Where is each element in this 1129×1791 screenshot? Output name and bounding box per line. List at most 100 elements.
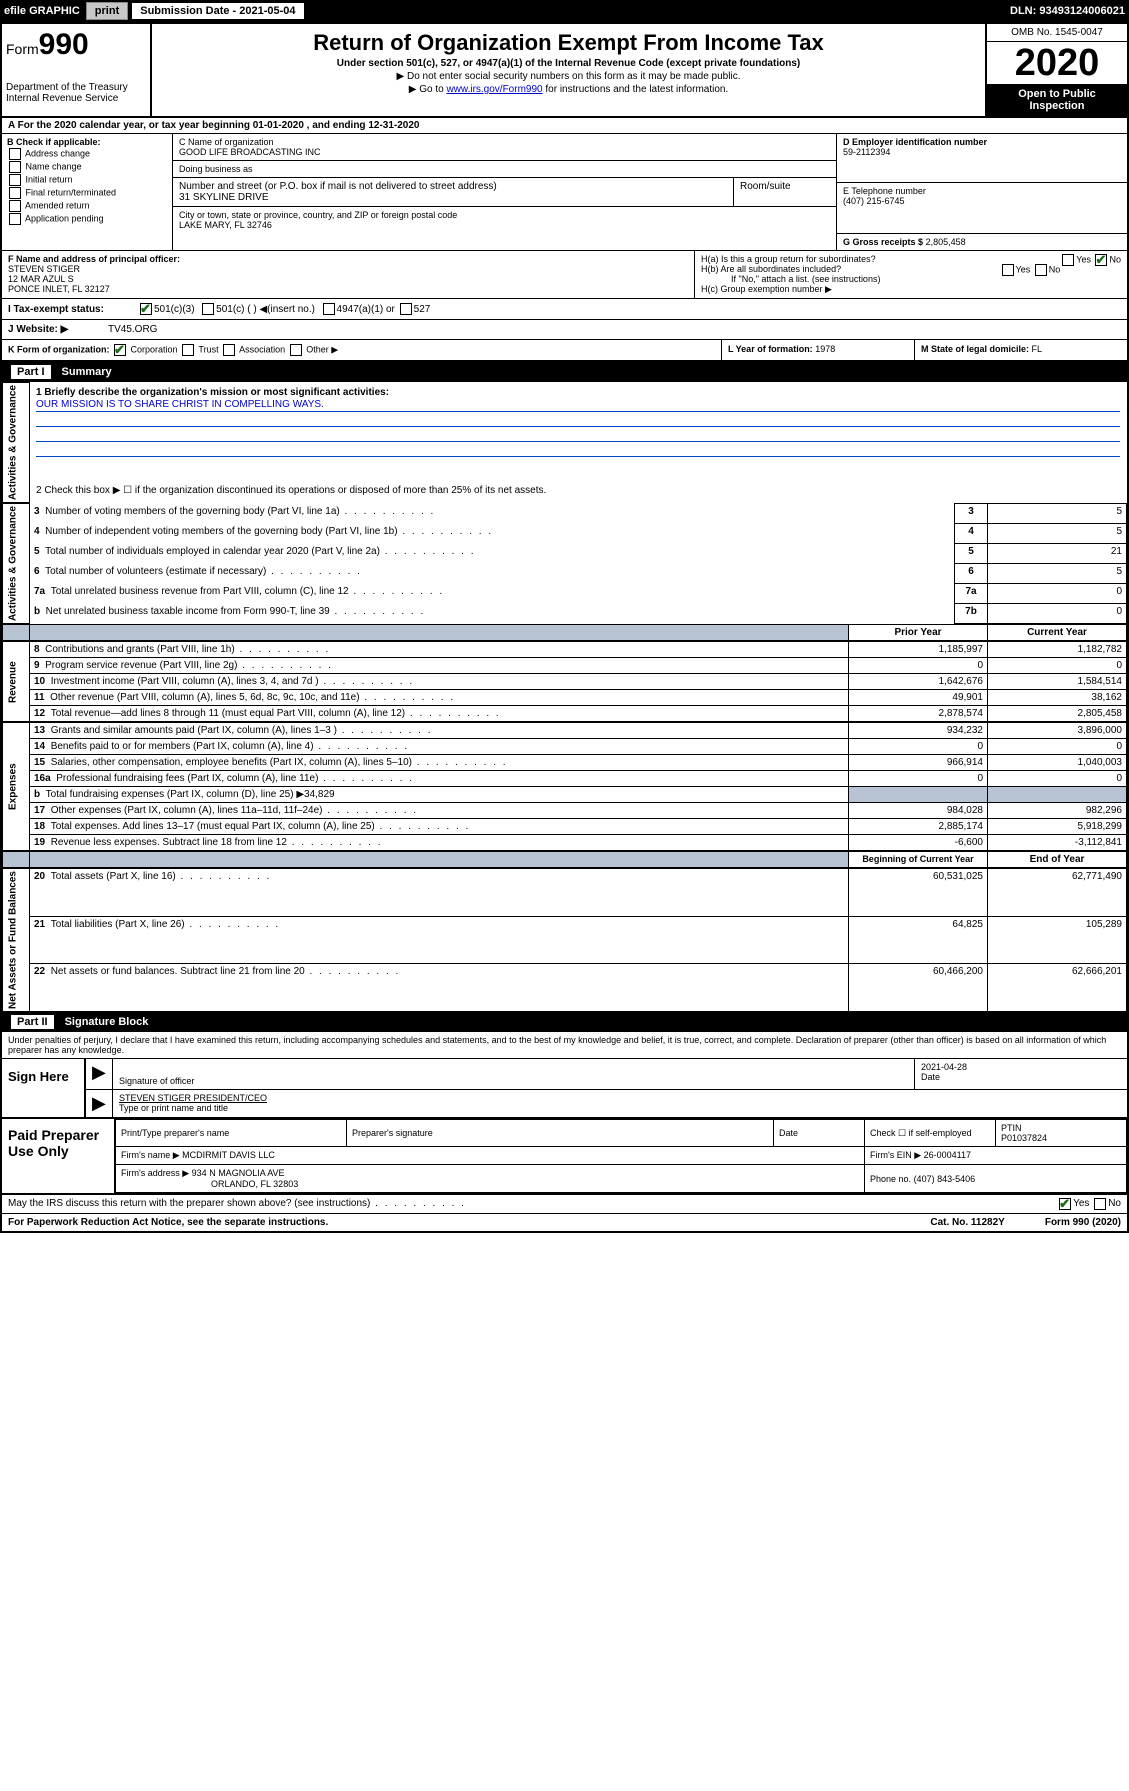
- section-bcd: B Check if applicable: Address change Na…: [2, 134, 1127, 251]
- form-prefix: Form: [6, 41, 39, 57]
- sig-arrow-icon: ▶: [86, 1059, 113, 1089]
- side-expenses: Expenses: [3, 723, 30, 851]
- part2-tag: Part II: [10, 1014, 55, 1030]
- 4947-checkbox[interactable]: [323, 303, 335, 315]
- submission-date: Submission Date - 2021-05-04: [132, 3, 303, 19]
- officer-addr1: 12 MAR AZUL S: [8, 274, 688, 284]
- row-j: J Website: ▶ TV45.ORG: [2, 320, 1127, 340]
- sig-date-label: Date: [921, 1072, 1121, 1082]
- trust-checkbox[interactable]: [182, 344, 194, 356]
- col-prior-year: Prior Year: [849, 625, 988, 641]
- discuss-no-checkbox[interactable]: [1094, 1198, 1106, 1210]
- col-c: C Name of organization GOOD LIFE BROADCA…: [173, 134, 837, 250]
- row-fgh: F Name and address of principal officer:…: [2, 251, 1127, 299]
- side-governance: Activities & Governance: [3, 383, 30, 503]
- part1-tag: Part I: [10, 364, 52, 380]
- room-label: Room/suite: [734, 178, 836, 206]
- gross-value: 2,805,458: [926, 237, 966, 247]
- revenue-header: Prior Year Current Year: [2, 624, 1127, 641]
- amended-return-checkbox[interactable]: Amended return: [7, 200, 167, 212]
- firm-name-label: Firm's name ▶: [121, 1150, 180, 1160]
- form-990: Form990 Department of the Treasury Inter…: [0, 22, 1129, 1233]
- website-label: J Website: ▶: [8, 324, 108, 335]
- corp-checkbox[interactable]: [114, 344, 126, 356]
- col-b-label: B Check if applicable:: [7, 137, 167, 147]
- firm-phone: (407) 843-5406: [914, 1174, 976, 1184]
- city-label: City or town, state or province, country…: [179, 210, 830, 220]
- type-name-label: Type or print name and title: [119, 1103, 1121, 1113]
- line1-label: 1 Briefly describe the organization's mi…: [36, 387, 1120, 398]
- irs-label: Internal Revenue Service: [6, 93, 146, 104]
- discuss-label: May the IRS discuss this return with the…: [8, 1198, 466, 1210]
- dba-label: Doing business as: [179, 164, 830, 174]
- col-begin-year: Beginning of Current Year: [849, 852, 988, 868]
- subtitle-1: Under section 501(c), 527, or 4947(a)(1)…: [160, 58, 977, 69]
- col-b: B Check if applicable: Address change Na…: [2, 134, 173, 250]
- part1-header: Part I Summary: [2, 362, 1127, 382]
- discuss-yes-checkbox[interactable]: [1059, 1198, 1071, 1210]
- paid-preparer-label: Paid Preparer Use Only: [2, 1119, 114, 1193]
- app-pending-checkbox[interactable]: Application pending: [7, 213, 167, 225]
- state-label: M State of legal domicile:: [921, 344, 1029, 354]
- name-change-checkbox[interactable]: Name change: [7, 161, 167, 173]
- col-end-year: End of Year: [988, 852, 1127, 868]
- final-return-checkbox[interactable]: Final return/terminated: [7, 187, 167, 199]
- net-header: Beginning of Current Year End of Year: [2, 851, 1127, 868]
- firm-addr1: 934 N MAGNOLIA AVE: [192, 1168, 285, 1178]
- city-value: LAKE MARY, FL 32746: [179, 220, 830, 230]
- subtitle-2: ▶ Do not enter social security numbers o…: [160, 71, 977, 82]
- form-title: Return of Organization Exempt From Incom…: [160, 30, 977, 56]
- officer-addr2: PONCE INLET, FL 32127: [8, 284, 688, 294]
- assoc-checkbox[interactable]: [223, 344, 235, 356]
- part1-title: Summary: [62, 366, 112, 378]
- header-left: Form990 Department of the Treasury Inter…: [2, 24, 152, 116]
- opt-corp: Corporation: [131, 344, 178, 354]
- efile-label: efile GRAPHIC: [4, 5, 80, 17]
- officer-printed-name: STEVEN STIGER PRESIDENT/CEO: [119, 1093, 1121, 1103]
- ein-label: D Employer identification number: [843, 137, 1121, 147]
- ptin-label: PTIN: [1001, 1123, 1022, 1133]
- firm-addr2: ORLANDO, FL 32803: [121, 1179, 298, 1189]
- side-revenue: Revenue: [3, 642, 30, 722]
- row-klm: K Form of organization: Corporation Trus…: [2, 340, 1127, 362]
- initial-return-checkbox[interactable]: Initial return: [7, 174, 167, 186]
- addr-change-checkbox[interactable]: Address change: [7, 148, 167, 160]
- tax-year: 2020: [987, 42, 1127, 84]
- omb-number: OMB No. 1545-0047: [987, 24, 1127, 42]
- other-checkbox[interactable]: [290, 344, 302, 356]
- side-net-assets: Net Assets or Fund Balances: [3, 869, 30, 1012]
- 527-checkbox[interactable]: [400, 303, 412, 315]
- form-number: 990: [39, 28, 89, 61]
- hb-row: H(b) Are all subordinates included? Yes …: [701, 264, 1121, 274]
- 501c-checkbox[interactable]: [202, 303, 214, 315]
- print-button[interactable]: print: [86, 2, 128, 20]
- addr-value: 31 SKYLINE DRIVE: [179, 192, 727, 203]
- 501c3-checkbox[interactable]: [140, 303, 152, 315]
- col-current-year: Current Year: [988, 625, 1127, 641]
- tax-exempt-label: I Tax-exempt status:: [8, 304, 138, 315]
- opt-501c3: 501(c)(3): [154, 304, 195, 315]
- opt-4947: 4947(a)(1) or: [337, 304, 395, 315]
- form-footer: Form 990 (2020): [1045, 1217, 1121, 1228]
- opt-trust: Trust: [198, 344, 218, 354]
- gross-label: G Gross receipts $: [843, 237, 923, 247]
- dln: DLN: 93493124006021: [1010, 5, 1125, 17]
- opt-other: Other ▶: [306, 344, 338, 354]
- part2-title: Signature Block: [65, 1016, 149, 1028]
- form-header: Form990 Department of the Treasury Inter…: [2, 24, 1127, 118]
- cat-no: Cat. No. 11282Y: [930, 1217, 1004, 1228]
- opt-527: 527: [414, 304, 431, 315]
- website-value: TV45.ORG: [108, 324, 157, 335]
- ha-row: H(a) Is this a group return for subordin…: [701, 254, 1121, 264]
- irs-link[interactable]: www.irs.gov/Form990: [446, 84, 542, 95]
- sig-date: 2021-04-28: [921, 1062, 1121, 1072]
- year-formation-label: L Year of formation:: [728, 344, 813, 354]
- form-org-label: K Form of organization:: [8, 344, 110, 354]
- officer-name: STEVEN STIGER: [8, 264, 688, 274]
- self-employed-check[interactable]: Check ☐ if self-employed: [865, 1120, 996, 1147]
- pra-notice: For Paperwork Reduction Act Notice, see …: [8, 1217, 328, 1228]
- paid-preparer-block: Paid Preparer Use Only Print/Type prepar…: [2, 1119, 1127, 1195]
- signature-block: Sign Here ▶ Signature of officer 2021-04…: [2, 1059, 1127, 1119]
- org-name: GOOD LIFE BROADCASTING INC: [179, 147, 830, 157]
- side-gov-cont: Activities & Governance: [3, 504, 30, 624]
